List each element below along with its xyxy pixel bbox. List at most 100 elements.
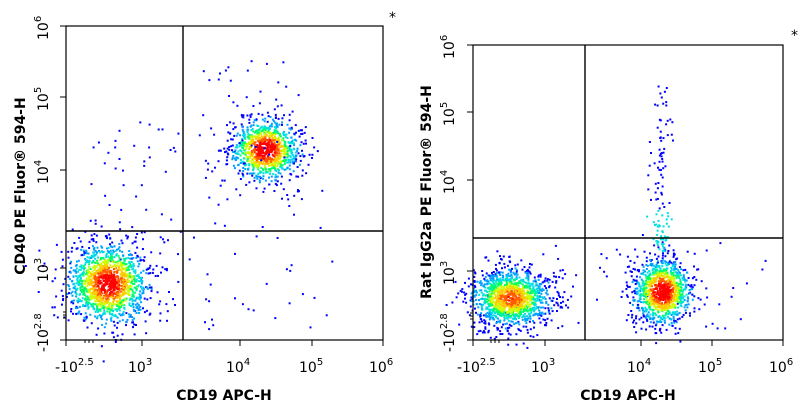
event-dot: [501, 326, 503, 328]
event-dot: [78, 237, 80, 239]
event-dot: [278, 169, 280, 171]
event-dot: [649, 325, 651, 327]
event-dot: [160, 236, 162, 238]
event-dot: [642, 282, 644, 284]
event-dot: [122, 333, 124, 335]
y-tick-label-left-2: 104: [33, 160, 52, 184]
event-dot: [248, 148, 250, 150]
event-dot: [490, 297, 492, 299]
event-dot: [83, 275, 85, 277]
event-dot: [485, 295, 487, 297]
event-dot: [259, 128, 261, 130]
event-dot: [289, 179, 291, 181]
event-dot: [111, 242, 113, 244]
event-dot: [492, 287, 494, 289]
event-dot: [659, 328, 661, 330]
event-dot: [253, 309, 255, 311]
event-dot: [522, 284, 524, 286]
event-dot: [559, 296, 561, 298]
event-dot: [524, 305, 526, 307]
event-dot: [139, 260, 141, 262]
event-dot: [540, 322, 542, 324]
event-dot: [494, 294, 496, 296]
event-dot: [476, 292, 478, 294]
event-dot: [486, 291, 488, 293]
event-dot: [531, 264, 533, 266]
event-dot: [123, 258, 125, 260]
event-dot: [79, 294, 81, 296]
event-dot: [517, 300, 519, 302]
event-dot: [688, 303, 690, 305]
event-dot: [510, 334, 512, 336]
event-dot: [56, 244, 58, 246]
event-dot: [247, 70, 249, 72]
event-dot: [504, 266, 506, 268]
event-dot: [274, 137, 276, 139]
event-dot: [657, 260, 659, 262]
event-dot: [247, 133, 249, 135]
event-dot: [488, 275, 490, 277]
event-dot: [104, 290, 106, 292]
event-dot: [249, 152, 251, 154]
event-dot: [92, 271, 94, 273]
event-dot: [660, 332, 662, 334]
event-dot: [293, 195, 295, 197]
event-dot: [271, 158, 273, 160]
event-dot: [489, 294, 491, 296]
event-dot: [480, 289, 482, 291]
event-dot: [90, 288, 92, 290]
event-dot: [567, 299, 569, 301]
event-dot: [105, 281, 107, 283]
event-dot: [199, 134, 201, 136]
event-dot: [111, 309, 113, 311]
event-dot: [625, 288, 627, 290]
event-dot: [240, 150, 242, 152]
event-dot: [502, 324, 504, 326]
event-dot: [499, 330, 501, 332]
event-dot: [160, 312, 162, 314]
event-dot: [158, 129, 160, 131]
event-dot: [256, 164, 258, 166]
event-dot: [512, 301, 514, 303]
event-dot: [490, 315, 492, 317]
event-dot: [144, 298, 146, 300]
event-dot: [111, 261, 113, 263]
event-dot: [142, 287, 144, 289]
event-dot: [248, 160, 250, 162]
event-dot: [101, 287, 103, 289]
event-dot: [477, 306, 479, 308]
event-dot: [131, 296, 133, 298]
event-dot: [274, 162, 276, 164]
event-dot: [685, 284, 687, 286]
event-dot: [253, 121, 255, 123]
event-dot: [650, 282, 652, 284]
event-dot: [274, 130, 276, 132]
event-dot: [205, 160, 207, 162]
event-dot: [54, 277, 56, 279]
event-dot: [255, 161, 257, 163]
event-dot: [520, 259, 522, 261]
event-dot: [658, 285, 660, 287]
event-dot: [117, 305, 119, 307]
event-dot: [167, 239, 169, 241]
event-dot: [543, 281, 545, 283]
event-dot: [523, 343, 525, 345]
event-dot: [78, 260, 80, 262]
event-dot: [88, 277, 90, 279]
event-dot: [110, 275, 112, 277]
event-dot: [286, 162, 288, 164]
event-dot: [510, 325, 512, 327]
event-dot: [264, 138, 266, 140]
event-dot: [118, 286, 120, 288]
event-dot: [488, 324, 490, 326]
event-dot: [639, 298, 641, 300]
event-dot: [293, 170, 295, 172]
event-dot: [280, 150, 282, 152]
event-dot: [687, 284, 689, 286]
event-dot: [705, 287, 707, 289]
event-dot: [134, 300, 136, 302]
event-dot: [106, 276, 108, 278]
event-dot: [107, 277, 109, 279]
event-dot: [680, 304, 682, 306]
event-dot: [72, 313, 74, 315]
